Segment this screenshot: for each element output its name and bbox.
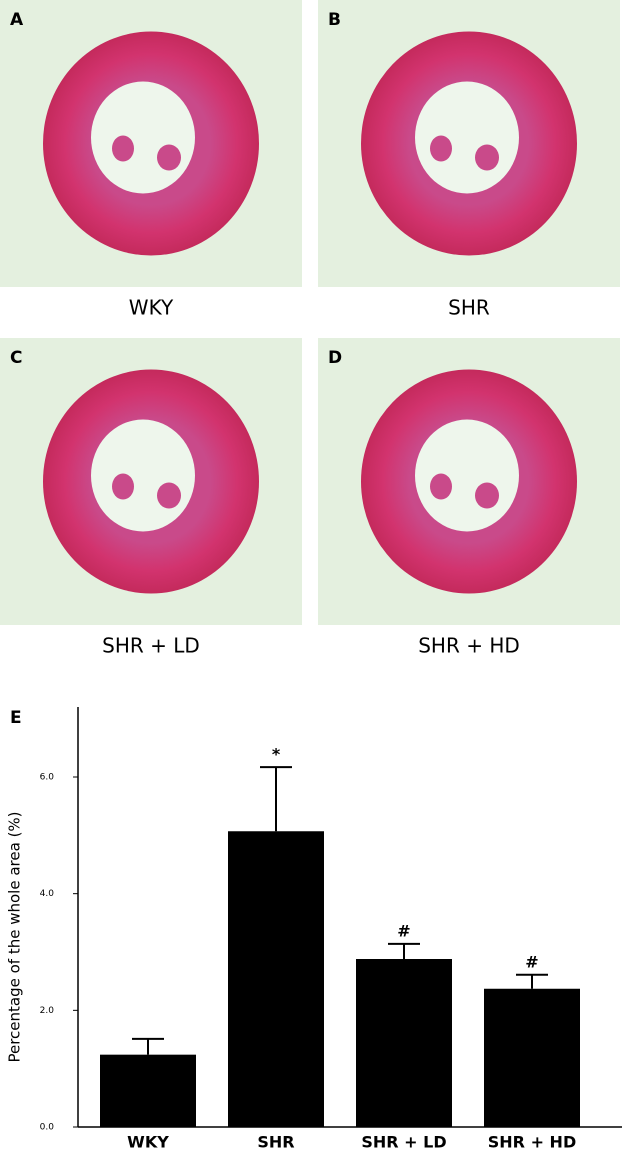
x-tick-label: SHR + LD: [361, 1133, 446, 1152]
error-bar: [260, 766, 292, 832]
papillary-muscle: [475, 144, 499, 171]
panel-letter: E: [10, 708, 22, 728]
error-bar: [388, 942, 420, 959]
panel-letter: B: [328, 10, 341, 30]
x-tick-label: SHR: [257, 1133, 294, 1152]
error-bar: [132, 1037, 164, 1055]
papillary-muscle: [475, 482, 499, 509]
papillary-muscle: [430, 135, 452, 162]
y-tick-label: 4.0: [40, 889, 55, 899]
significance-marker: #: [397, 921, 410, 940]
panel: D SHR + HD: [318, 338, 620, 658]
lumen: [415, 419, 519, 532]
panel-letter: C: [10, 348, 22, 368]
panel: B SHR: [318, 0, 620, 320]
lumen: [91, 419, 195, 532]
y-axis-label: Percentage of the whole area (%): [6, 811, 24, 1062]
x-tick-label: WKY: [127, 1133, 169, 1152]
panels: A WKY B SHR C SHR + LD D SHR + HD: [0, 0, 620, 658]
papillary-muscle: [430, 473, 452, 500]
significance-marker: *: [272, 745, 281, 764]
bar: [100, 1054, 196, 1127]
bar: [228, 831, 324, 1127]
significance-marker: #: [525, 952, 538, 971]
panel-letter: D: [328, 348, 342, 368]
papillary-muscle: [157, 482, 181, 509]
papillary-muscle: [157, 144, 181, 171]
y-tick-label: 2.0: [40, 1006, 55, 1016]
papillary-muscle: [112, 473, 134, 500]
panel-caption: SHR + HD: [418, 634, 520, 658]
panel: A WKY: [0, 0, 302, 320]
panel-caption: WKY: [129, 296, 174, 320]
y-tick-label: 0.0: [40, 1123, 55, 1133]
lumen: [415, 81, 519, 194]
panel-caption: SHR + LD: [102, 634, 200, 658]
bar: [356, 959, 452, 1127]
chart: E Percentage of the whole area (%) 0.0 2.0 4…: [6, 707, 622, 1152]
panel-letter: A: [10, 10, 24, 30]
error-bar: [516, 973, 548, 989]
panel-caption: SHR: [448, 296, 490, 320]
x-tick-label: SHR + HD: [488, 1133, 576, 1152]
y-tick-label: 6.0: [40, 773, 55, 783]
lumen: [91, 81, 195, 194]
panel: C SHR + LD: [0, 338, 302, 658]
bar: [484, 988, 580, 1127]
papillary-muscle: [112, 135, 134, 162]
